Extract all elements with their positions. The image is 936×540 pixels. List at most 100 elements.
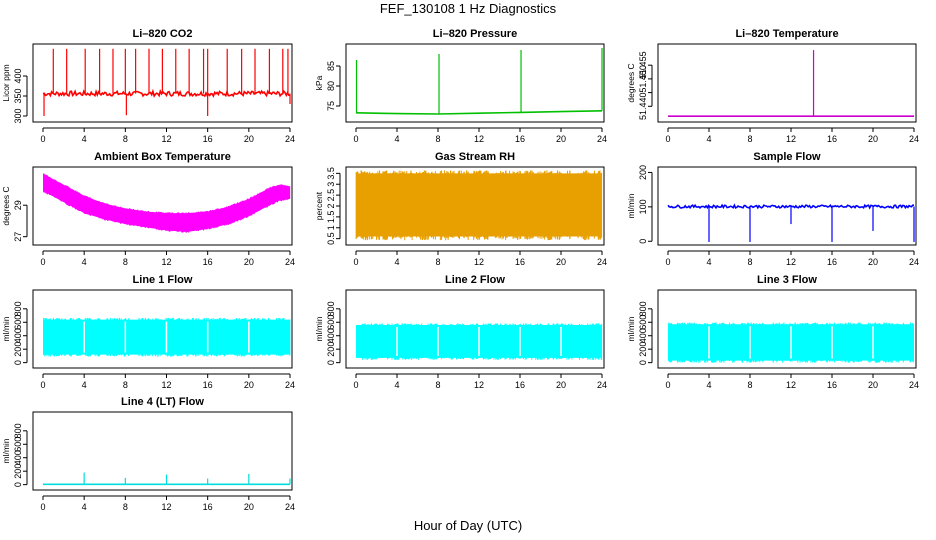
x-tick-label: 4	[394, 257, 399, 267]
y-tick-label: 51.450	[638, 65, 648, 93]
plot-frame	[32, 411, 293, 491]
series-marks	[668, 322, 914, 363]
y-tick-label: 200	[638, 165, 648, 180]
x-tick-label: 16	[203, 502, 213, 512]
x-tick-label: 0	[40, 380, 45, 390]
x-tick-label: 8	[123, 502, 128, 512]
x-tick-label: 24	[597, 257, 607, 267]
panel-title: Li–820 Pressure	[433, 28, 517, 40]
x-tick-label: 16	[203, 257, 213, 267]
x-tick-label: 0	[40, 257, 45, 267]
y-tick-label: 3	[326, 182, 336, 187]
panel-title: Ambient Box Temperature	[94, 151, 231, 163]
plot-frame	[657, 166, 917, 246]
y-tick-label: 100	[638, 199, 648, 214]
y-axis-label: ml/min	[1, 316, 11, 341]
y-tick-label: 350	[13, 88, 23, 103]
y-axis-label: percent	[314, 191, 324, 220]
x-tick-label: 12	[161, 134, 171, 144]
x-axis: 0 4 8 12 16 20 24	[40, 495, 295, 512]
y-tick-label: 400	[13, 450, 23, 465]
x-tick-label: 0	[353, 380, 358, 390]
x-tick-label: 0	[665, 380, 670, 390]
x-tick-label: 24	[285, 502, 295, 512]
x-tick-label: 24	[285, 257, 295, 267]
plot-frame	[345, 289, 605, 369]
y-tick-label: 200	[326, 342, 336, 357]
panel-5: Sample Flow 0 4 8 12 16 20 24 0 100 200 ml/min	[626, 151, 919, 267]
series-marks	[43, 317, 291, 357]
x-tick-label: 8	[747, 257, 752, 267]
y-tick-label: 0	[326, 360, 336, 365]
y-tick-label: 200	[638, 342, 648, 357]
figure-title: FEF_130108 1 Hz Diagnostics	[379, 1, 557, 16]
x-tick-label: 4	[82, 380, 87, 390]
y-axis-label: ml/min	[626, 316, 636, 341]
x-tick-label: 12	[474, 380, 484, 390]
x-tick-label: 4	[706, 134, 711, 144]
x-tick-label: 16	[827, 380, 837, 390]
series-marks	[355, 170, 603, 241]
y-tick-label: 0	[13, 482, 23, 487]
series-marks	[43, 472, 291, 486]
x-tick-label: 8	[123, 134, 128, 144]
x-tick-label: 8	[123, 380, 128, 390]
x-axis: 0 4 8 12 16 20 24	[40, 127, 295, 144]
x-tick-label: 12	[161, 257, 171, 267]
x-tick-label: 0	[40, 502, 45, 512]
plot-frame	[345, 166, 605, 246]
x-tick-label: 4	[82, 134, 87, 144]
x-tick-label: 24	[285, 134, 295, 144]
x-tick-label: 20	[244, 134, 254, 144]
x-tick-label: 4	[706, 380, 711, 390]
y-axis-label: degrees C	[626, 63, 636, 102]
x-tick-label: 0	[353, 257, 358, 267]
figure-x-axis-label: Hour of Day (UTC)	[413, 518, 523, 533]
y-tick-label: 0	[638, 239, 648, 244]
x-tick-label: 20	[244, 257, 254, 267]
y-tick-label: 400	[638, 328, 648, 343]
x-tick-label: 20	[244, 380, 254, 390]
x-tick-label: 12	[474, 134, 484, 144]
series-marks	[43, 173, 291, 233]
x-tick-label: 24	[597, 134, 607, 144]
plot-frame	[345, 43, 605, 123]
x-tick-label: 4	[82, 257, 87, 267]
series-marks	[355, 48, 603, 115]
x-axis: 0 4 8 12 16 20 24	[40, 373, 295, 390]
x-tick-label: 20	[868, 380, 878, 390]
x-axis: 0 4 8 12 16 20 24	[353, 127, 607, 144]
x-tick-label: 20	[556, 134, 566, 144]
y-axis-label: degrees C	[1, 186, 11, 225]
y-tick-label: 600	[326, 315, 336, 330]
x-axis: 0 4 8 12 16 20 24	[353, 250, 607, 267]
x-tick-label: 16	[515, 380, 525, 390]
y-tick-label: 800	[638, 301, 648, 316]
data-line	[667, 203, 914, 210]
y-tick-label: 1	[326, 225, 336, 230]
panel-8: Line 3 Flow 0 4 8 12 16 20 24 0 200400600800ml/mi…	[626, 274, 919, 390]
plot-frame	[657, 289, 917, 369]
series-marks	[668, 50, 914, 117]
y-axis: 0.5 11.5 22.5 3 3.5 percent	[314, 167, 341, 245]
x-tick-label: 8	[123, 257, 128, 267]
y-axis-label: Licor ppm	[1, 64, 11, 101]
series-marks	[356, 323, 603, 360]
y-tick-label: 80	[326, 81, 336, 91]
x-tick-label: 0	[40, 134, 45, 144]
y-tick-label: 800	[13, 423, 23, 438]
y-tick-label: 400	[326, 328, 336, 343]
x-tick-label: 20	[244, 502, 254, 512]
data-line	[355, 110, 603, 115]
x-tick-label: 16	[203, 134, 213, 144]
x-tick-label: 20	[868, 257, 878, 267]
x-tick-label: 0	[665, 257, 670, 267]
panel-title: Line 2 Flow	[445, 274, 505, 286]
panel-title: Li–820 CO2	[133, 28, 193, 40]
panel-4: Gas Stream RH 0 4 8 12 16 20 24 0.5 11.5 22.5 3 3.5 p…	[314, 151, 607, 267]
